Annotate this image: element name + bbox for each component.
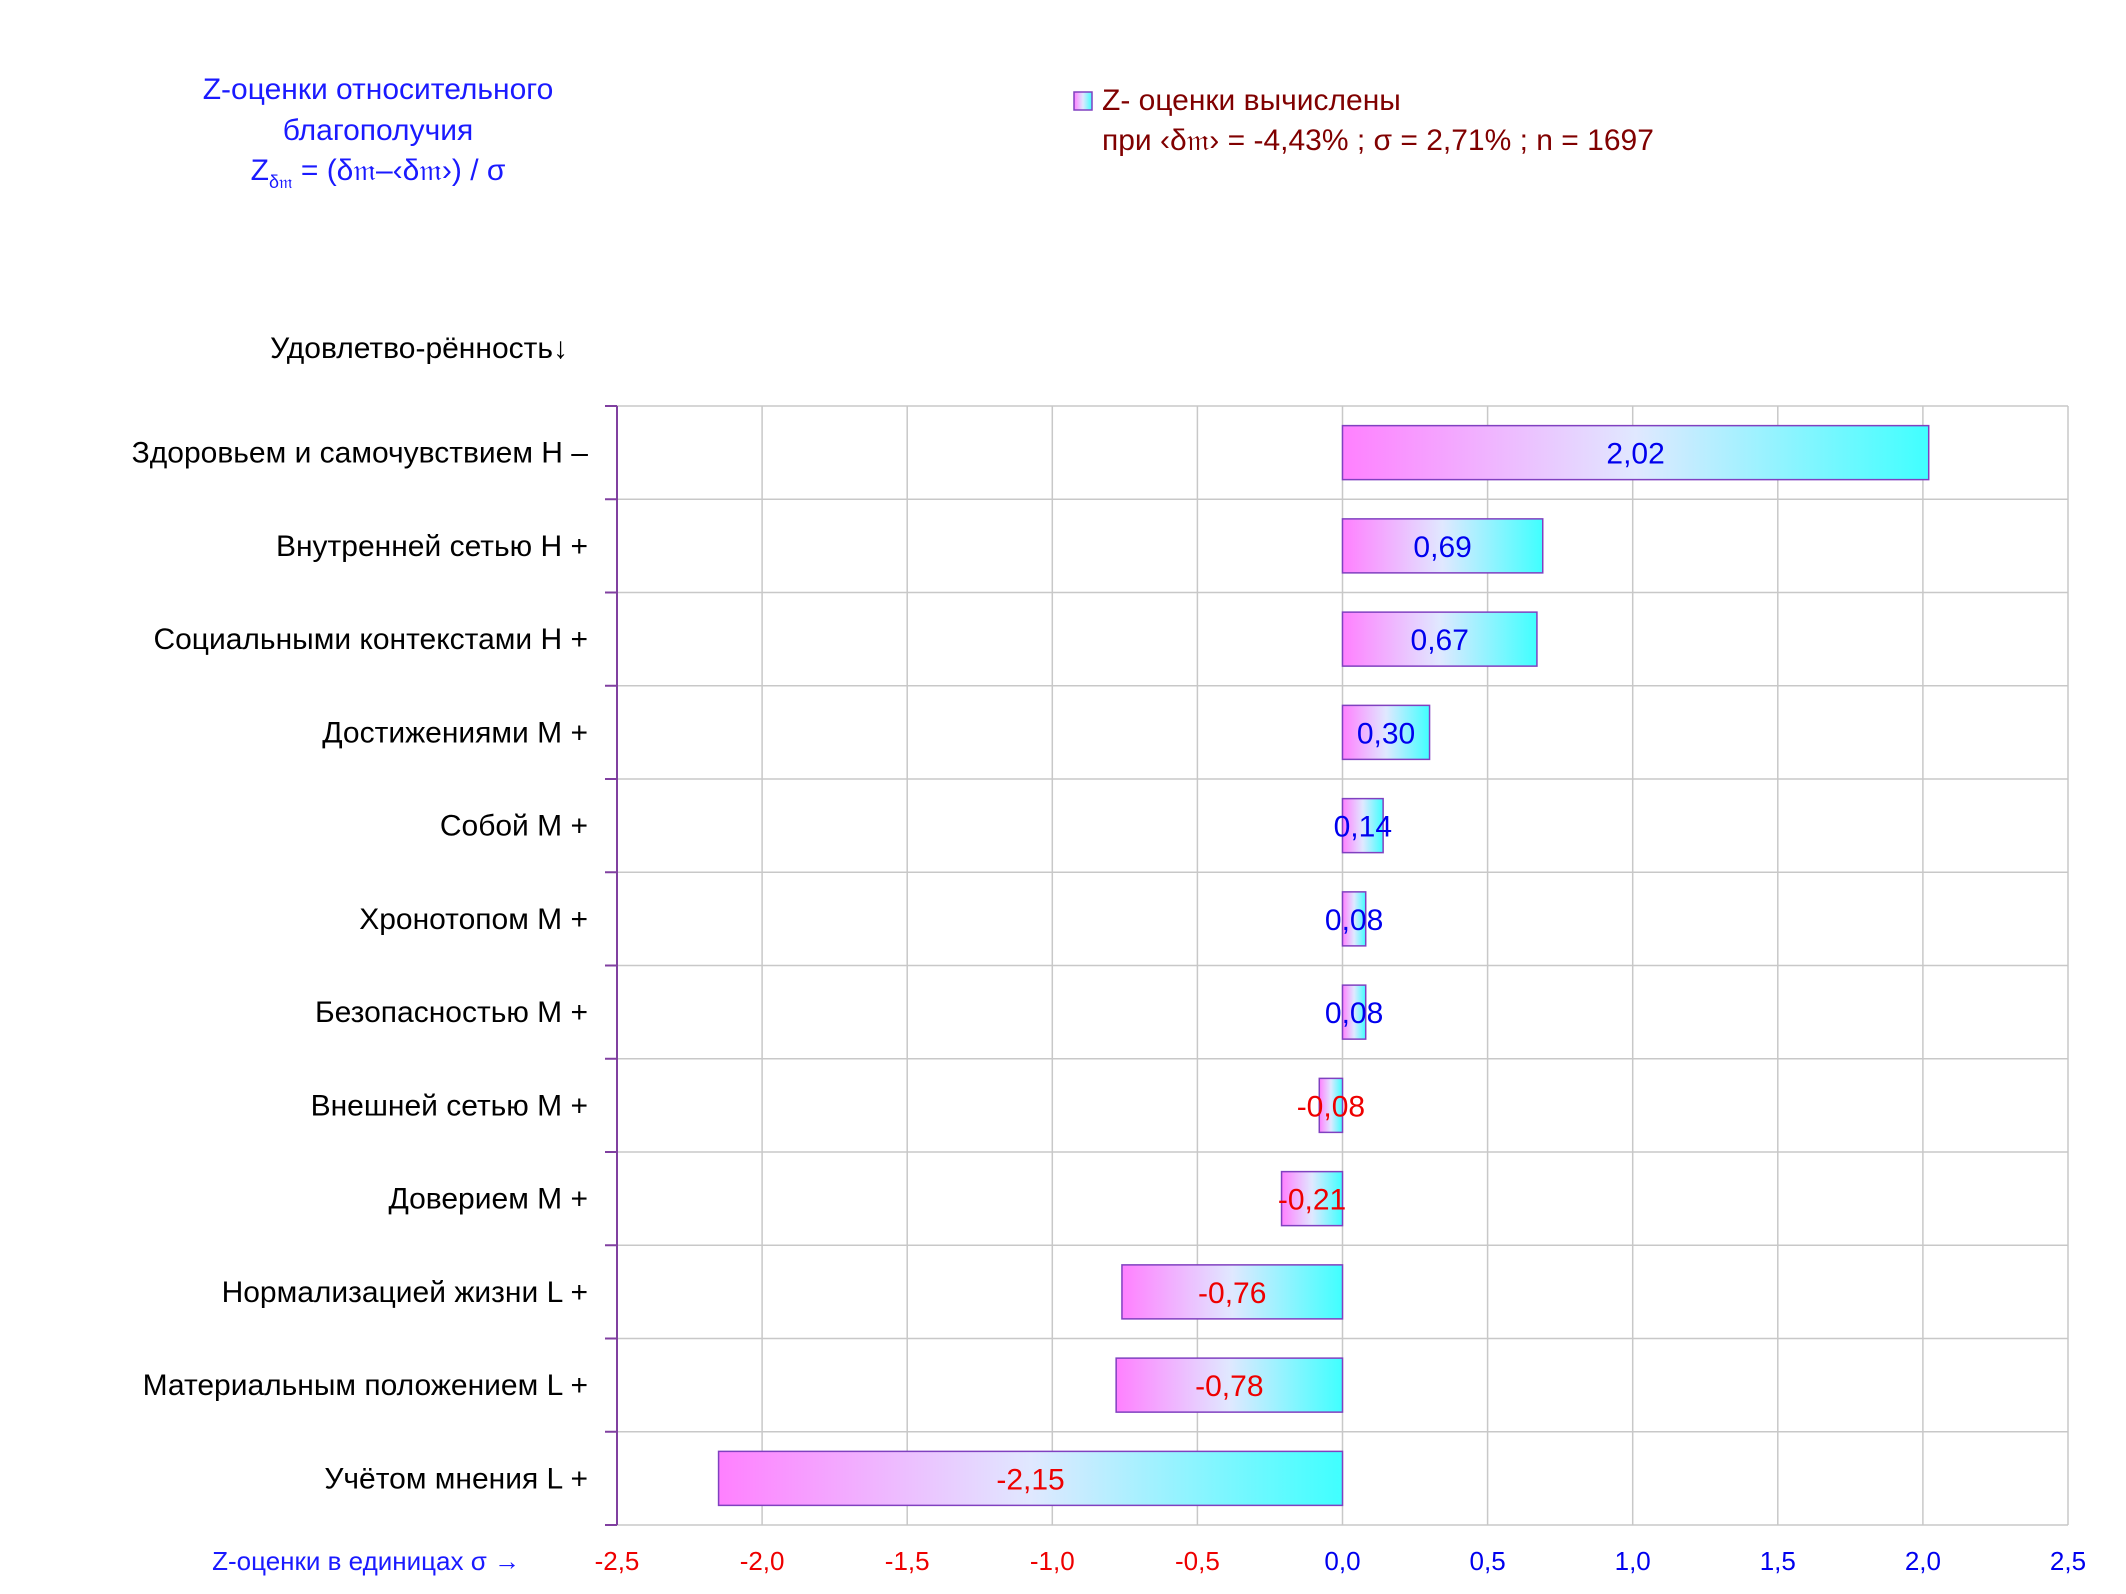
bar-value-label: -0,21 bbox=[1278, 1184, 1346, 1217]
x-tick-label: -0,5 bbox=[1175, 1546, 1220, 1576]
bar-value-label: 0,69 bbox=[1413, 531, 1471, 564]
chart-formula: Zδ𝔪 = (δ𝔪–‹δ𝔪›) / σ bbox=[251, 154, 506, 192]
x-tick-label: -2,0 bbox=[740, 1546, 785, 1576]
category-label: Материальным положением L + bbox=[143, 1369, 588, 1402]
bar-value-label: 0,30 bbox=[1357, 717, 1415, 750]
bar bbox=[1341, 518, 1544, 574]
bar bbox=[1341, 611, 1538, 667]
legend-swatch bbox=[1073, 91, 1093, 111]
category-label: Внешней сетью M + bbox=[311, 1089, 588, 1122]
category-label: Здоровьем и самочувствием H – bbox=[132, 437, 589, 470]
x-tick-label: 0,5 bbox=[1470, 1546, 1506, 1576]
formula-subscript: δ𝔪 bbox=[269, 172, 293, 192]
bar bbox=[1341, 891, 1367, 947]
x-tick-label: -1,0 bbox=[1030, 1546, 1075, 1576]
bar bbox=[1115, 1357, 1344, 1413]
category-label: Достижениями M + bbox=[322, 716, 588, 749]
formula-rest: = (δ𝔪–‹δ𝔪›) / σ bbox=[293, 154, 506, 187]
category-labels: Здоровьем и самочувствием H – Внутренней … bbox=[132, 437, 589, 1496]
x-tick-label: 1,5 bbox=[1760, 1546, 1796, 1576]
bar bbox=[1318, 1077, 1344, 1134]
chart-title-line-2: благополучия bbox=[283, 114, 473, 147]
bar bbox=[1280, 1170, 1344, 1227]
grid bbox=[605, 405, 2069, 1526]
category-label: Безопасностью M + bbox=[315, 996, 588, 1029]
bar bbox=[1341, 797, 1384, 854]
x-tick-label: 1,0 bbox=[1615, 1546, 1651, 1576]
x-axis-label: Z-оценки в единицах σ → bbox=[212, 1546, 520, 1576]
bar bbox=[1341, 424, 1930, 481]
bar bbox=[1341, 704, 1431, 761]
bar bbox=[1341, 984, 1367, 1040]
category-label: Доверием M + bbox=[388, 1183, 588, 1216]
bar bbox=[1121, 1264, 1344, 1320]
bar-value-label: -0,76 bbox=[1198, 1277, 1266, 1310]
bar-value-label: 0,08 bbox=[1325, 997, 1383, 1030]
x-tick-label: 2,0 bbox=[1905, 1546, 1941, 1576]
bar-value-label: -0,08 bbox=[1297, 1090, 1365, 1123]
bar-value-label: 0,14 bbox=[1334, 811, 1392, 844]
bar-value-label: -0,78 bbox=[1195, 1370, 1263, 1403]
bar-value-label: 0,08 bbox=[1325, 904, 1383, 937]
category-label: Учётом мнения L + bbox=[324, 1462, 588, 1495]
bar-value-label: 2,02 bbox=[1606, 438, 1664, 471]
x-tick-label: -2,5 bbox=[595, 1546, 640, 1576]
category-label: Собой M + bbox=[440, 810, 588, 843]
x-tick-label: 2,5 bbox=[2050, 1546, 2086, 1576]
legend-line-1: Z- оценки вычислены bbox=[1102, 84, 1401, 117]
bars: 2,02 0,69 0,67 0,30 0,14 0,08 0,08 -0,08 -0,21 -0… bbox=[717, 424, 1930, 1507]
category-label: Нормализацией жизни L + bbox=[222, 1276, 588, 1309]
x-tick-label: 0,0 bbox=[1324, 1546, 1360, 1576]
x-tick-labels: -2,5 -2,0 -1,5 -1,0 -0,5 0,0 0,5 1,0 1,5 2,0 2,5 bbox=[595, 1546, 2086, 1576]
y-axis-label: Удовлетво-рённость↓ bbox=[270, 332, 568, 365]
x-tick-label: -1,5 bbox=[885, 1546, 930, 1576]
legend-line-2: при ‹δ𝔪› = -4,43% ; σ = 2,71% ; n = 1697 bbox=[1102, 124, 1654, 157]
formula-z: Z bbox=[251, 154, 269, 187]
category-label: Внутренней сетью H + bbox=[276, 530, 588, 563]
bar-value-label: 0,67 bbox=[1411, 624, 1469, 657]
bar-value-label: -2,15 bbox=[996, 1463, 1064, 1496]
category-label: Социальными контекстами H + bbox=[153, 623, 588, 656]
category-label: Хронотопом M + bbox=[359, 903, 588, 936]
chart-title-line-1: Z-оценки относительного bbox=[203, 73, 554, 106]
bar bbox=[717, 1450, 1344, 1507]
